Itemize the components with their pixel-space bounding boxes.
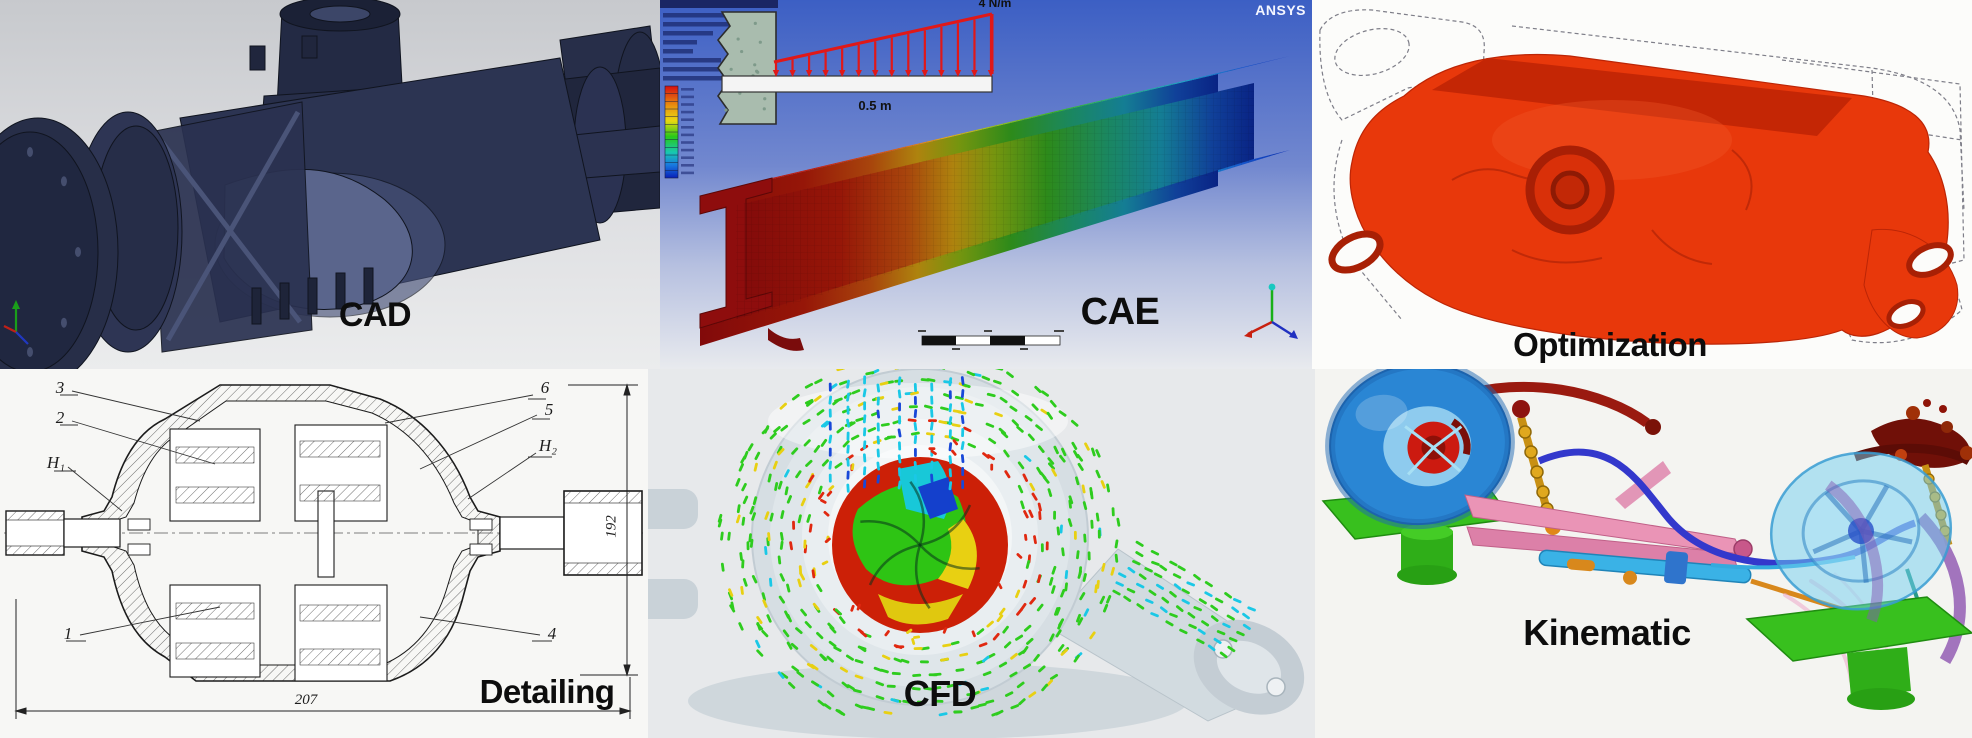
kinematic-label: Kinematic	[1523, 612, 1691, 653]
cfd-label: CFD	[903, 673, 977, 714]
panel-kinematic: Kinematic	[1315, 369, 1972, 738]
suspension-kinematic-simulation	[1315, 369, 1972, 738]
panel-cfd: CFD	[648, 369, 1315, 738]
impeller-contour	[832, 457, 1008, 633]
callout-4: 4	[547, 624, 557, 643]
panel-cae: 4 N/m 0.5 m ANSYS CAE	[660, 0, 1312, 369]
cae-triangular-load	[772, 12, 995, 77]
cae-fixed-wall	[716, 11, 777, 125]
optimized-part-body	[1328, 53, 1959, 345]
callout-2: 2	[55, 408, 65, 427]
cad-axis-triad-icon	[3, 300, 29, 345]
cae-load-value-label: 4 N/m	[978, 0, 1012, 10]
gearbox-section-drawing	[0, 369, 648, 738]
topology-optimized-part-render	[1312, 0, 1972, 369]
velocity-vector-field	[717, 369, 1256, 717]
cae-axis-triad-icon	[1244, 283, 1298, 339]
left-wheel	[1325, 369, 1515, 530]
cae-scale-bar	[918, 330, 1064, 350]
cae-result-info-block	[660, 0, 778, 81]
optimization-label: Optimization	[1513, 326, 1707, 363]
callout-leader-lines	[54, 390, 552, 642]
dimension-lines	[14, 383, 638, 719]
cad-label: CAD	[338, 296, 412, 334]
callout-5: 5	[544, 400, 554, 419]
cad-model-geometry	[0, 0, 660, 369]
panel-optimization: Optimization	[1312, 0, 1972, 369]
cae-color-legend	[664, 85, 694, 179]
panel-cad: CAD	[0, 0, 660, 369]
dimension-width-label: 207	[294, 692, 318, 708]
pump-flow-simulation	[648, 369, 1315, 738]
callout-h2: H₂	[538, 436, 558, 455]
cae-beam-stress-simulation	[660, 0, 1312, 369]
steering-rack	[1538, 549, 1752, 585]
right-wheel-translucent	[1769, 451, 1953, 623]
callout-3: 3	[55, 378, 65, 397]
callout-h1: H₁	[46, 453, 66, 472]
ansys-logo: ANSYS	[1255, 2, 1306, 18]
detailing-label: Detailing	[479, 673, 615, 710]
cae-label: CAE	[1080, 291, 1160, 333]
cad-sectioned-assembly-render	[0, 0, 660, 369]
drawing-geometry	[4, 384, 644, 682]
callout-1: 1	[63, 624, 73, 643]
dimension-height-label: 192	[603, 515, 620, 538]
cae-ibeam-stress-contour	[699, 56, 1290, 351]
panel-detailing: 3 2 H₁ 1 6 5 H₂ 4 207 192 Detailing	[0, 369, 648, 738]
cae-beam-schematic-bar	[721, 75, 993, 93]
callout-6: 6	[540, 378, 550, 397]
cae-span-dimension-label: 0.5 m	[858, 98, 892, 113]
